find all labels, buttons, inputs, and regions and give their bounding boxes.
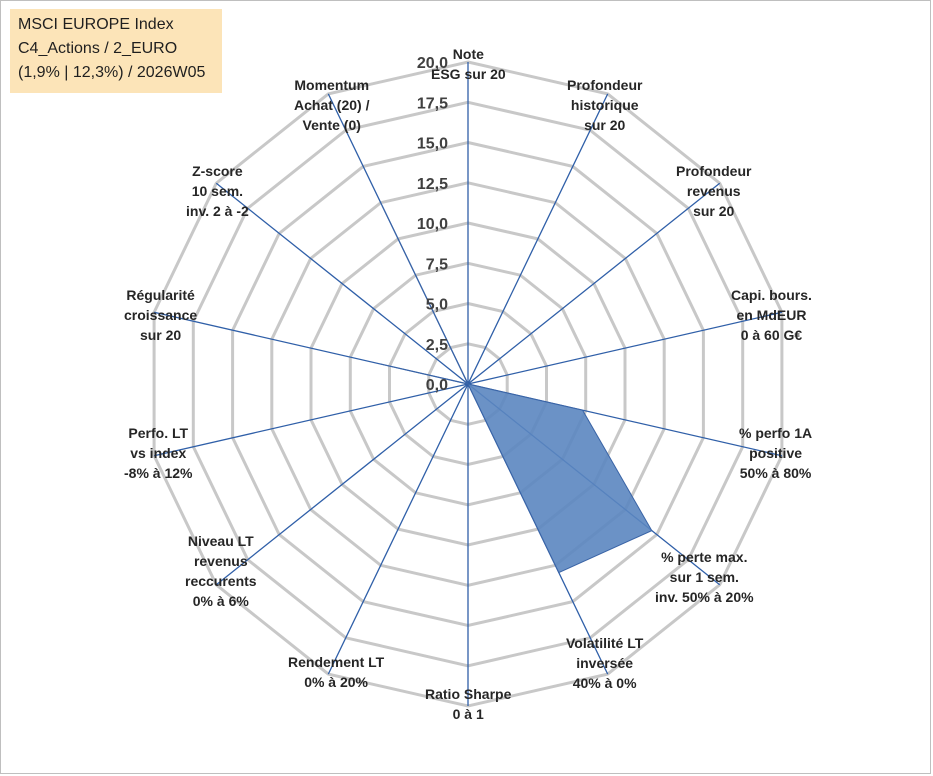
axis-label-4: % perfo 1A positive 50% à 80% <box>739 423 812 483</box>
data-point-13 <box>381 205 383 207</box>
axis-label-10-line-0: Perfo. LT <box>128 425 189 441</box>
tick-label-6: 15,0 <box>417 136 448 153</box>
axis-label-2-line-1: revenus <box>686 183 741 199</box>
axis-label-1-line-0: Profondeur <box>567 77 643 93</box>
tick-label-2: 5,0 <box>426 297 448 314</box>
axis-label-12-line-2: inv. 2 à -2 <box>186 203 249 219</box>
axis-label-3-line-2: 0 à 60 G€ <box>740 327 803 343</box>
axis-label-6-line-0: Volatilité LT <box>566 635 644 651</box>
axis-label-7-line-1: 0 à 1 <box>452 706 484 722</box>
axis-label-7-line-0: Ratio Sharpe <box>425 686 512 702</box>
tick-label-4: 10,0 <box>417 216 448 233</box>
tick-label-3: 7,5 <box>426 256 448 273</box>
axis-label-2: Profondeur revenus sur 20 <box>676 161 751 221</box>
tick-label-8: 20,0 <box>417 55 448 72</box>
data-point-6 <box>558 572 560 574</box>
data-point-12 <box>467 383 469 385</box>
chart-title-line-1: MSCI EUROPE Index <box>18 16 174 33</box>
axis-label-9-line-3: 0% à 6% <box>192 593 249 609</box>
axis-label-5: % perte max. sur 1 sem. inv. 50% à 20% <box>655 547 754 607</box>
axis-spoke-1 <box>467 93 609 385</box>
axis-label-5-line-0: % perte max. <box>661 549 748 565</box>
tick-label-7: 17,5 <box>417 95 448 112</box>
data-point-4 <box>582 409 584 411</box>
axis-spoke-10 <box>153 383 469 457</box>
axis-label-13-line-0: Momentum <box>294 77 370 93</box>
axis-label-9-line-1: revenus <box>193 553 248 569</box>
data-point-11 <box>381 363 383 365</box>
axis-label-0-line-0: Note <box>452 46 484 62</box>
axis-label-8-line-0: Rendement LT <box>288 654 385 670</box>
data-point-5 <box>651 530 653 532</box>
axis-label-12: Z-score 10 sem. inv. 2 à -2 <box>186 161 249 221</box>
axis-label-4-line-2: 50% à 80% <box>739 465 812 481</box>
axis-label-13-line-2: Vente (0) <box>302 117 361 133</box>
axis-label-0: Note ESG sur 20 <box>431 44 506 84</box>
axis-label-10-line-1: vs index <box>130 445 187 461</box>
axis-label-1: Profondeur historique sur 20 <box>567 75 642 135</box>
axis-label-9-line-2: reccurents <box>185 573 257 589</box>
axis-label-9: Niveau LT revenus reccurents 0% à 6% <box>185 531 257 611</box>
axis-label-5-line-2: inv. 50% à 20% <box>655 589 754 605</box>
axis-spoke-12 <box>215 182 469 385</box>
axis-spoke-3 <box>467 311 783 385</box>
axis-label-10: Perfo. LT vs index -8% à 12% <box>124 423 192 483</box>
axis-label-11-line-1: croissance <box>124 307 198 323</box>
axis-label-2-line-2: sur 20 <box>693 203 735 219</box>
axis-label-2-line-0: Profondeur <box>676 163 752 179</box>
tick-label-5: 12,5 <box>417 176 448 193</box>
axis-label-12-line-0: Z-score <box>192 163 243 179</box>
axis-label-5-line-1: sur 1 sem. <box>669 569 739 585</box>
axis-label-6-line-2: 40% à 0% <box>572 675 637 691</box>
axis-spoke-9 <box>215 383 469 586</box>
axis-label-6-line-1: inversée <box>576 655 634 671</box>
tick-label-0: 0,0 <box>426 377 448 394</box>
chart-title-box: MSCI EUROPE Index C4_Actions / 2_EURO (1… <box>10 9 222 93</box>
axis-label-11-line-2: sur 20 <box>139 327 182 343</box>
axis-label-11-line-0: Régularité <box>126 287 195 303</box>
axis-label-3-line-0: Capi. bours. <box>731 287 812 303</box>
axis-label-3: Capi. bours. en MdEUR 0 à 60 G€ <box>731 285 812 345</box>
axis-label-6: Volatilité LT inversée 40% à 0% <box>566 633 643 693</box>
axis-label-1-line-1: historique <box>570 97 639 113</box>
axis-spoke-2 <box>467 182 721 385</box>
axis-label-0-line-1: ESG sur 20 <box>431 66 506 82</box>
tick-label-1: 2,5 <box>426 337 448 354</box>
axis-label-13: Momentum Achat (20) / Vente (0) <box>294 75 369 135</box>
axis-label-13-line-1: Achat (20) / <box>294 97 370 113</box>
axis-label-12-line-1: 10 sem. <box>191 183 244 199</box>
axis-label-3-line-1: en MdEUR <box>736 307 807 323</box>
axis-label-7: Ratio Sharpe 0 à 1 <box>425 684 511 724</box>
axis-label-4-line-0: % perfo 1A <box>739 425 813 441</box>
axis-label-8: Rendement LT 0% à 20% <box>288 652 384 692</box>
axis-label-11: Régularité croissance sur 20 <box>124 285 197 345</box>
axis-label-8-line-1: 0% à 20% <box>304 674 369 690</box>
chart-title-line-2: C4_Actions / 2_EURO <box>18 40 178 57</box>
axis-label-1-line-2: sur 20 <box>584 117 626 133</box>
axis-spoke-8 <box>327 383 469 675</box>
axis-label-4-line-1: positive <box>749 445 803 461</box>
axis-label-9-line-0: Niveau LT <box>187 533 254 549</box>
axis-label-10-line-2: -8% à 12% <box>124 465 193 481</box>
chart-title-line-3: (1,9% | 12,3%) / 2026W05 <box>18 64 206 81</box>
